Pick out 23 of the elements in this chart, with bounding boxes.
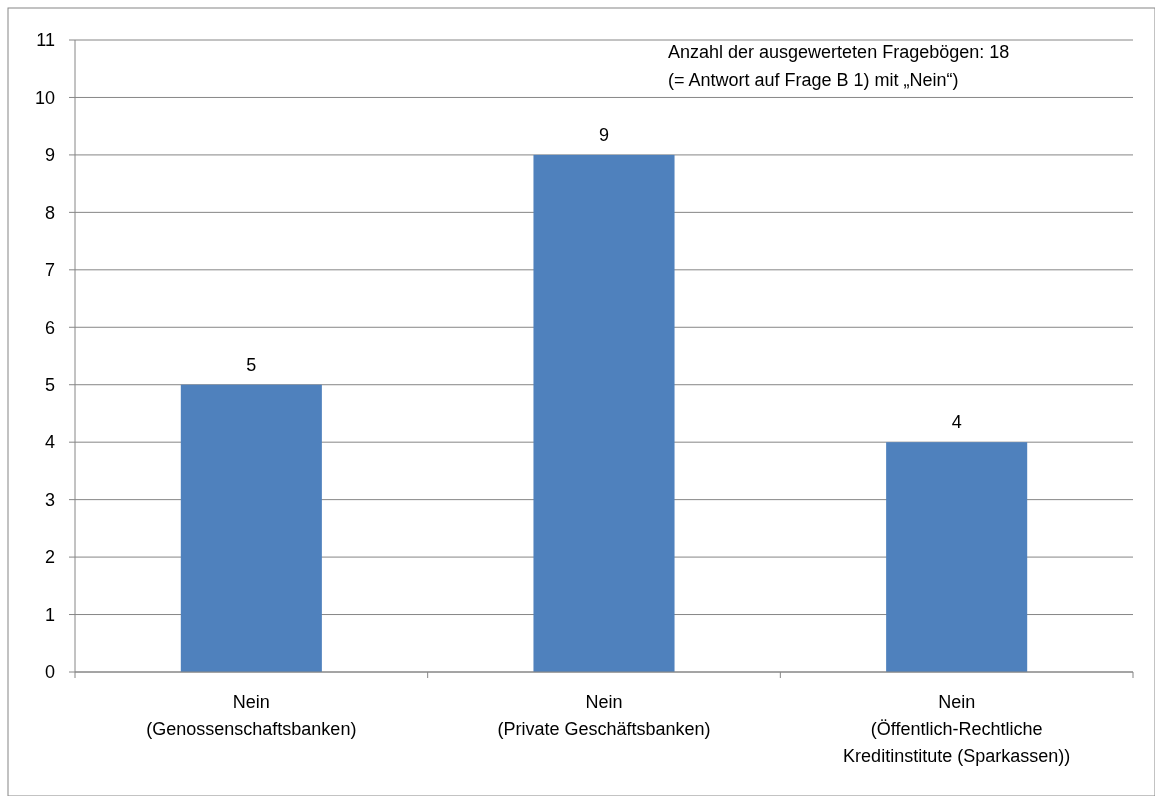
y-tick-label: 7 bbox=[44, 260, 55, 281]
y-tick-label: 5 bbox=[44, 375, 55, 396]
y-tick-label: 0 bbox=[44, 662, 55, 683]
x-tick-label: Nein (Private Geschäftsbanken) bbox=[497, 692, 711, 739]
y-tick-label: 11 bbox=[36, 30, 55, 51]
y-tick-label: 10 bbox=[34, 87, 55, 108]
annotation: (= Antwort auf Frage B 1) mit „Nein“) bbox=[668, 70, 959, 90]
y-tick-label: 8 bbox=[44, 202, 55, 223]
x-tick-label: Nein (Öffentlich-Rechtliche Kreditinstitute (Sparkassen)) bbox=[843, 692, 1071, 766]
y-tick-label: 3 bbox=[44, 489, 55, 510]
y-tick-label: 1 bbox=[44, 604, 55, 625]
annotation: Anzahl der ausgewerteten Fragebögen: 18 bbox=[668, 42, 1010, 62]
y-tick-label: 6 bbox=[44, 317, 55, 338]
bar bbox=[886, 442, 1028, 672]
y-tick-label: 9 bbox=[44, 145, 55, 166]
x-tick-label: Nein (Genossenschaftsbanken) bbox=[146, 692, 357, 739]
bar bbox=[533, 154, 675, 672]
data-label: 4 bbox=[951, 412, 962, 433]
data-label: 9 bbox=[598, 124, 610, 145]
y-tick-label: 4 bbox=[44, 432, 55, 453]
bar bbox=[180, 384, 322, 672]
data-label: 5 bbox=[246, 354, 257, 375]
y-tick-label: 2 bbox=[44, 547, 55, 568]
